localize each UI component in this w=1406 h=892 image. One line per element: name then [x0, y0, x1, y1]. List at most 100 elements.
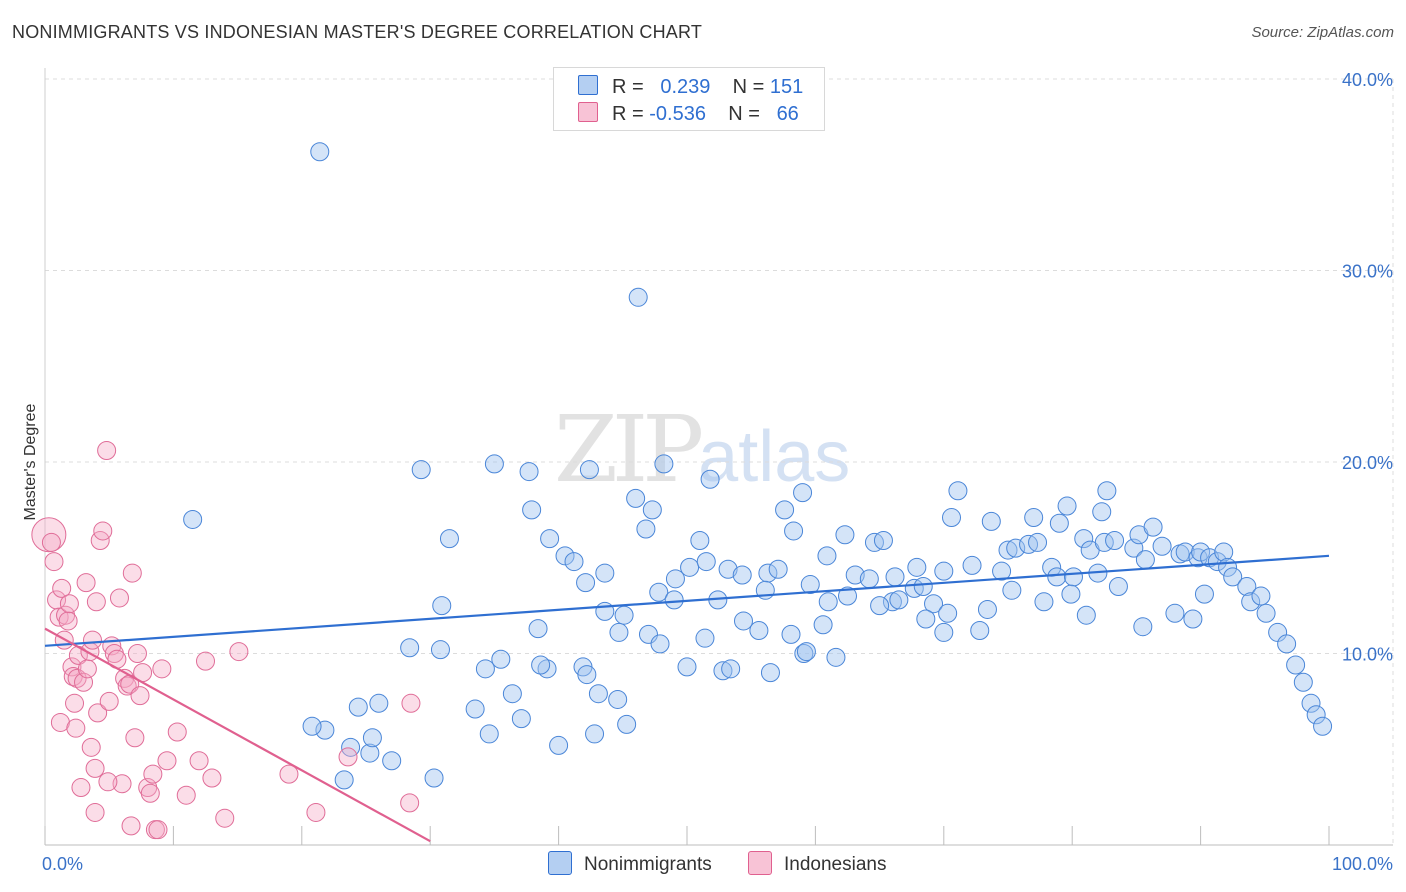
data-point: [1183, 609, 1203, 629]
trend-line-nonimmigrants: [44, 554, 1330, 647]
data-point: [650, 634, 670, 654]
data-point: [1024, 508, 1044, 528]
data-point: [519, 462, 539, 482]
y-tick-label: 20.0%: [1342, 453, 1393, 473]
data-point: [784, 521, 804, 541]
data-point: [977, 599, 997, 619]
data-point: [97, 441, 117, 461]
data-point: [1152, 536, 1172, 556]
data-point: [970, 621, 990, 641]
data-point: [432, 596, 452, 616]
data-point: [1293, 672, 1313, 692]
legend-row-indonesians: R = -0.536 N = 66: [578, 102, 799, 126]
legend-n-label: N =: [732, 76, 765, 98]
data-point: [81, 737, 101, 757]
data-point: [913, 576, 933, 596]
axes: [44, 68, 1393, 846]
data-point: [31, 517, 67, 553]
data-point: [916, 609, 936, 629]
data-point: [58, 611, 78, 631]
data-point: [44, 552, 64, 572]
data-point: [1306, 705, 1326, 725]
data-point: [696, 552, 716, 572]
data-point: [338, 747, 358, 767]
legend-n-value: 66: [776, 103, 799, 125]
data-point: [439, 529, 459, 549]
data-point: [700, 469, 720, 489]
y-tick-label: 30.0%: [1342, 262, 1393, 282]
data-point: [549, 735, 569, 755]
series-nonimmigrants: [183, 142, 1333, 790]
bottom-legend-indonesians: Indonesians: [748, 851, 886, 876]
data-point: [1047, 567, 1067, 587]
data-point: [665, 569, 685, 589]
data-point: [157, 751, 177, 771]
data-point: [577, 665, 597, 685]
data-point: [713, 661, 733, 681]
data-point: [491, 649, 511, 669]
data-point: [62, 657, 82, 677]
data-point: [66, 718, 86, 738]
data-point: [77, 659, 97, 679]
data-point: [167, 722, 187, 742]
legend-n-label: N =: [728, 103, 760, 125]
data-point: [608, 689, 628, 709]
data-point: [400, 638, 420, 658]
data-point: [1194, 584, 1214, 604]
data-point: [479, 724, 499, 744]
data-point: [1028, 532, 1048, 552]
data-point: [59, 594, 79, 614]
data-point: [1237, 576, 1257, 596]
data-point: [885, 567, 905, 587]
data-point: [1049, 513, 1069, 533]
bottom-legend-label: Nonimmigrants: [584, 854, 712, 875]
data-point: [117, 676, 137, 696]
data-point: [183, 509, 203, 529]
data-point: [143, 764, 163, 784]
data-point: [718, 559, 738, 579]
data-point: [1313, 716, 1333, 736]
data-point: [924, 594, 944, 614]
data-point: [680, 557, 700, 577]
data-point: [817, 546, 837, 566]
data-point: [998, 540, 1018, 560]
data-point: [695, 628, 715, 648]
data-point: [315, 720, 335, 740]
data-point: [962, 555, 982, 575]
data-point: [302, 716, 322, 736]
legend-swatch-blue: [578, 75, 598, 95]
watermark-zip: ZIP: [554, 396, 704, 503]
x-tick-label-min: 0.0%: [42, 854, 83, 874]
data-point: [85, 758, 105, 778]
data-point: [1061, 584, 1081, 604]
data-point: [948, 481, 968, 501]
data-point: [870, 596, 890, 616]
legend-swatch-pink: [578, 102, 598, 122]
data-point: [889, 590, 909, 610]
bottom-legend-nonimmigrants: Nonimmigrants: [548, 851, 712, 876]
data-point: [229, 642, 249, 662]
data-point: [760, 663, 780, 683]
data-point: [813, 615, 833, 635]
data-point: [1175, 542, 1195, 562]
data-point: [1006, 538, 1026, 558]
source-label: Source: ZipAtlas.com: [1251, 24, 1394, 41]
data-point: [1207, 552, 1227, 572]
data-point: [1214, 542, 1234, 562]
data-point: [1223, 567, 1243, 587]
data-point: [152, 659, 172, 679]
data-point: [1301, 693, 1321, 713]
data-point: [121, 816, 141, 836]
data-point: [360, 743, 380, 763]
data-point: [1191, 542, 1211, 562]
data-point: [531, 655, 551, 675]
data-point: [65, 693, 85, 713]
data-point: [873, 531, 893, 551]
data-point: [1076, 605, 1096, 625]
data-point: [1277, 634, 1297, 654]
data-point: [400, 793, 420, 813]
data-point: [86, 592, 106, 612]
bottom-legend-label: Indonesians: [784, 854, 887, 875]
data-point: [109, 588, 129, 608]
